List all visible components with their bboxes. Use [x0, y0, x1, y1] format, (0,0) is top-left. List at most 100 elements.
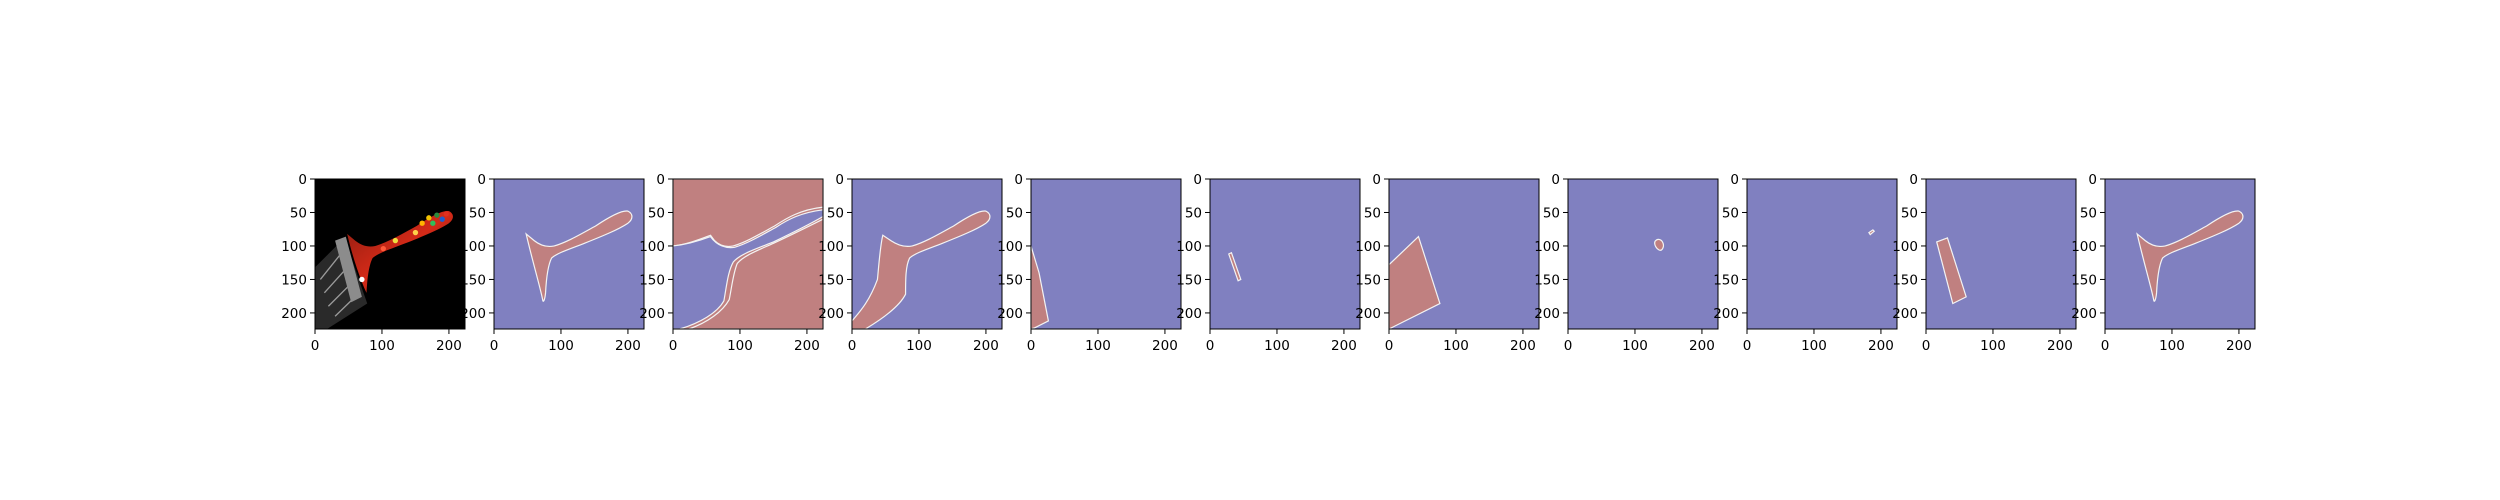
- panel-content: [1030, 179, 1181, 330]
- y-tick-label: 100: [1713, 239, 1739, 255]
- y-tick-label: 200: [1892, 306, 1918, 322]
- x-tick-label: 200: [2047, 338, 2073, 354]
- y-tick-label: 100: [639, 239, 665, 255]
- y-tick-label: 50: [1185, 205, 1202, 221]
- y-tick-label: 100: [460, 239, 486, 255]
- axes-frame: [1209, 178, 1361, 330]
- y-tick-label: 0: [1193, 172, 1202, 188]
- panel-content: [1210, 179, 1360, 329]
- y-tick-label: 50: [827, 205, 844, 221]
- x-tick-label: 0: [1206, 338, 1215, 354]
- y-tick-label: 50: [2080, 205, 2097, 221]
- axes-frame: [1567, 178, 1719, 330]
- x-tick-label: 200: [2226, 338, 2252, 354]
- y-tick-label: 150: [1713, 272, 1739, 288]
- y-tick-label: 50: [1006, 205, 1023, 221]
- x-tick-label: 100: [2159, 338, 2185, 354]
- panel-content: [1926, 179, 2076, 329]
- y-tick-label: 200: [818, 306, 844, 322]
- y-tick-label: 0: [1551, 172, 1560, 188]
- x-tick-label: 0: [1743, 338, 1752, 354]
- x-tick-label: 100: [1801, 338, 1827, 354]
- x-tick-label: 0: [848, 338, 857, 354]
- y-tick-label: 150: [1355, 272, 1381, 288]
- y-tick-label: 150: [460, 272, 486, 288]
- y-tick-label: 50: [1543, 205, 1560, 221]
- photo-paint-speck: [419, 220, 425, 226]
- panel-content: [1747, 179, 1897, 329]
- y-tick-label: 200: [1713, 306, 1739, 322]
- y-tick-label: 50: [469, 205, 486, 221]
- mask-region: [672, 178, 824, 248]
- y-tick-label: 100: [1534, 239, 1560, 255]
- mask-region: [1228, 251, 1242, 282]
- y-tick-label: 0: [835, 172, 844, 188]
- x-tick-label: 0: [2101, 338, 2110, 354]
- mask-background: [494, 179, 644, 329]
- photo-paint-speck: [392, 237, 399, 244]
- y-tick-label: 100: [1892, 239, 1918, 255]
- panel-content: [672, 178, 824, 330]
- y-tick-label: 0: [656, 172, 665, 188]
- x-tick-label: 100: [1622, 338, 1648, 354]
- y-tick-label: 150: [2071, 272, 2097, 288]
- panel-content: [1388, 179, 1539, 330]
- photo-ferrule: [335, 236, 362, 303]
- mask-region: [1654, 238, 1665, 251]
- y-tick-label: 0: [298, 172, 307, 188]
- x-tick-label: 0: [669, 338, 678, 354]
- y-tick-label: 50: [1901, 205, 1918, 221]
- y-tick-label: 200: [460, 306, 486, 322]
- x-tick-label: 200: [1689, 338, 1715, 354]
- x-tick-label: 200: [973, 338, 999, 354]
- y-tick-label: 50: [1364, 205, 1381, 221]
- y-tick-label: 100: [818, 239, 844, 255]
- y-tick-label: 100: [1176, 239, 1202, 255]
- y-tick-label: 150: [1534, 272, 1560, 288]
- photo-paint-speck: [412, 229, 419, 236]
- panel-content: [315, 179, 465, 329]
- axes-frame: [493, 178, 645, 330]
- photo-paint-speck: [426, 215, 432, 221]
- y-tick-label: 200: [997, 306, 1023, 322]
- y-tick-label: 200: [1176, 306, 1202, 322]
- y-tick-label: 150: [639, 272, 665, 288]
- axes-frame: [314, 178, 466, 330]
- y-tick-label: 0: [1909, 172, 1918, 188]
- mask-background: [1031, 179, 1181, 329]
- photo-bristle-streaks: [319, 252, 360, 317]
- mask-background: [1568, 179, 1718, 329]
- photo-paint-speck: [439, 216, 445, 222]
- y-tick-label: 50: [290, 205, 307, 221]
- x-tick-label: 200: [1510, 338, 1536, 354]
- x-tick-label: 0: [311, 338, 320, 354]
- y-tick-label: 100: [2071, 239, 2097, 255]
- panel-content: [2105, 179, 2255, 329]
- photo-paint-speck: [443, 211, 449, 217]
- photo-paint-speck: [430, 220, 436, 226]
- y-tick-label: 200: [1355, 306, 1381, 322]
- y-tick-label: 0: [1372, 172, 1381, 188]
- y-tick-label: 0: [2088, 172, 2097, 188]
- y-tick-label: 150: [281, 272, 307, 288]
- y-tick-label: 100: [1355, 239, 1381, 255]
- mask-region: [1935, 237, 1967, 305]
- y-tick-label: 150: [1176, 272, 1202, 288]
- x-tick-label: 200: [1868, 338, 1894, 354]
- panel-content: [851, 179, 1002, 330]
- y-tick-label: 0: [477, 172, 486, 188]
- x-tick-label: 100: [727, 338, 753, 354]
- y-tick-label: 0: [1014, 172, 1023, 188]
- y-tick-label: 100: [997, 239, 1023, 255]
- axes-frame: [1746, 178, 1898, 330]
- y-tick-label: 200: [639, 306, 665, 322]
- y-tick-label: 100: [281, 239, 307, 255]
